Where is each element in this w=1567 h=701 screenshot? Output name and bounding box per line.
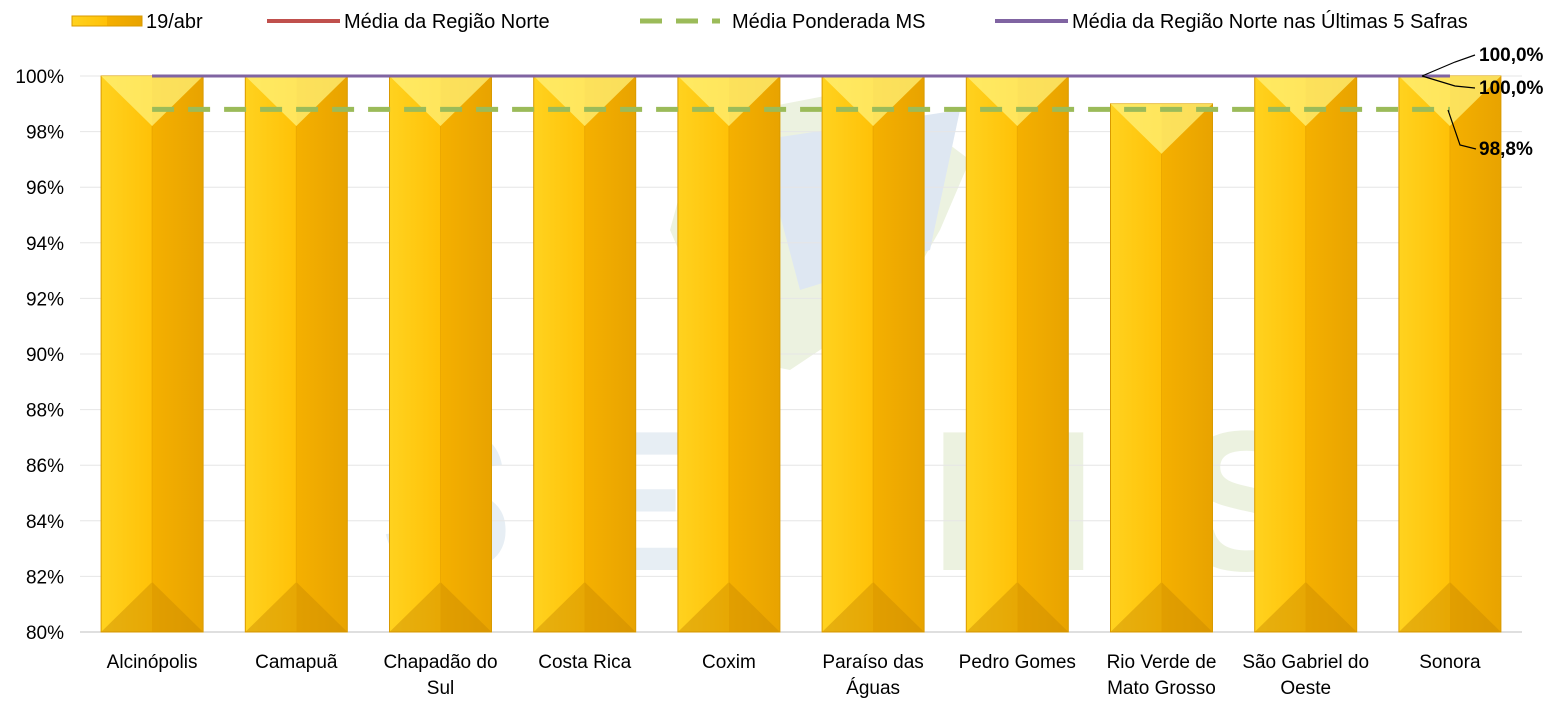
bar-bevel-bottom	[1254, 582, 1357, 632]
legend-item-bar: 19/abr	[71, 11, 203, 33]
x-tick-label: Camapuã	[255, 652, 338, 673]
bar-bevel-top	[101, 76, 204, 126]
bar	[100, 75, 204, 633]
bar-bevel-bottom	[1398, 582, 1501, 632]
bar-bevel-top	[966, 76, 1069, 126]
legend-item-ultimas-5-safras: Média da Região Norte nas Últimas 5 Safr…	[995, 10, 1468, 33]
x-tick-label: Águas	[846, 678, 900, 699]
x-tick-label: Oeste	[1280, 678, 1331, 699]
bar	[1254, 75, 1358, 633]
bar-bevel-top	[533, 76, 636, 126]
average-lines	[152, 74, 1450, 112]
y-axis: 80% 82% 84% 86% 88% 90% 92% 94% 96% 98% 100%	[15, 67, 64, 644]
y-tick-label: 80%	[26, 623, 64, 644]
legend-item-regiao-norte: Média da Região Norte	[267, 11, 550, 33]
x-tick-label: Coxim	[702, 652, 756, 673]
y-tick-label: 86%	[26, 456, 64, 477]
bar-bevel-top	[1398, 76, 1501, 126]
bar-bevel-bottom	[677, 582, 780, 632]
bars	[100, 75, 1502, 633]
bar	[244, 75, 348, 633]
x-tick-label: Chapadão do	[383, 652, 497, 673]
y-tick-label: 82%	[26, 567, 64, 588]
bar	[1398, 75, 1502, 633]
x-tick-label: Rio Verde de	[1107, 652, 1217, 673]
x-tick-label: Costa Rica	[538, 652, 631, 673]
y-tick-label: 98%	[26, 123, 64, 144]
x-tick-label: Sonora	[1419, 652, 1481, 673]
callout-b: 100,0%	[1479, 78, 1544, 99]
legend: 19/abr Média da Região Norte Média Ponde…	[71, 10, 1468, 33]
legend-item-ponderada-ms: Média Ponderada MS	[640, 11, 925, 33]
legend-label-ultimas-5-safras: Média da Região Norte nas Últimas 5 Safr…	[1072, 10, 1468, 33]
x-tick-label: Mato Grosso	[1107, 678, 1216, 699]
bar-bevel-bottom	[966, 582, 1069, 632]
x-tick-label: São Gabriel do	[1242, 652, 1369, 673]
y-tick-label: 96%	[26, 178, 64, 199]
bar-bevel-bottom	[245, 582, 348, 632]
callout-leader-b	[1421, 75, 1476, 89]
bar	[965, 75, 1069, 633]
bar	[533, 75, 637, 633]
bar-bevel-top	[1254, 76, 1357, 126]
callouts: 100,0% 100,0% 98,8%	[1421, 45, 1544, 160]
bar-bevel-top	[677, 76, 780, 126]
legend-label-ponderada-ms: Média Ponderada MS	[732, 11, 925, 33]
bar-bevel-bottom	[533, 582, 636, 632]
y-tick-label: 92%	[26, 289, 64, 310]
bar-bevel-bottom	[101, 582, 204, 632]
x-tick-label: Sul	[427, 678, 454, 699]
callout-c: 98,8%	[1479, 139, 1533, 160]
x-tick-label: Paraíso das	[822, 652, 923, 673]
callout-leader-a	[1421, 54, 1476, 77]
bar	[1110, 103, 1213, 633]
x-tick-label: Alcinópolis	[107, 652, 198, 673]
bar	[389, 75, 492, 633]
y-tick-label: 94%	[26, 234, 64, 255]
bar-bevel-top	[245, 76, 348, 126]
bar	[821, 75, 925, 633]
bar-bevel-bottom	[822, 582, 925, 632]
bar-bevel-top	[822, 76, 925, 126]
x-axis: Alcinópolis Camapuã Chapadão do Sul Costa Ri…	[107, 652, 1481, 699]
bar-bevel-bottom	[389, 582, 492, 632]
callout-a: 100,0%	[1479, 45, 1544, 66]
bar-bevel-bottom	[1110, 582, 1213, 632]
bar	[677, 75, 781, 633]
y-tick-label: 84%	[26, 512, 64, 533]
bar-bevel-top	[1110, 103, 1213, 154]
y-tick-label: 90%	[26, 345, 64, 366]
legend-swatch-bar	[71, 15, 143, 27]
x-tick-label: Pedro Gomes	[959, 652, 1076, 673]
callout-leader-c	[1447, 109, 1477, 150]
y-tick-label: 88%	[26, 401, 64, 422]
legend-label-regiao-norte: Média da Região Norte	[344, 11, 550, 33]
y-tick-label: 100%	[15, 67, 64, 88]
legend-label-bar: 19/abr	[146, 11, 203, 33]
bar-bevel-top	[389, 76, 492, 126]
